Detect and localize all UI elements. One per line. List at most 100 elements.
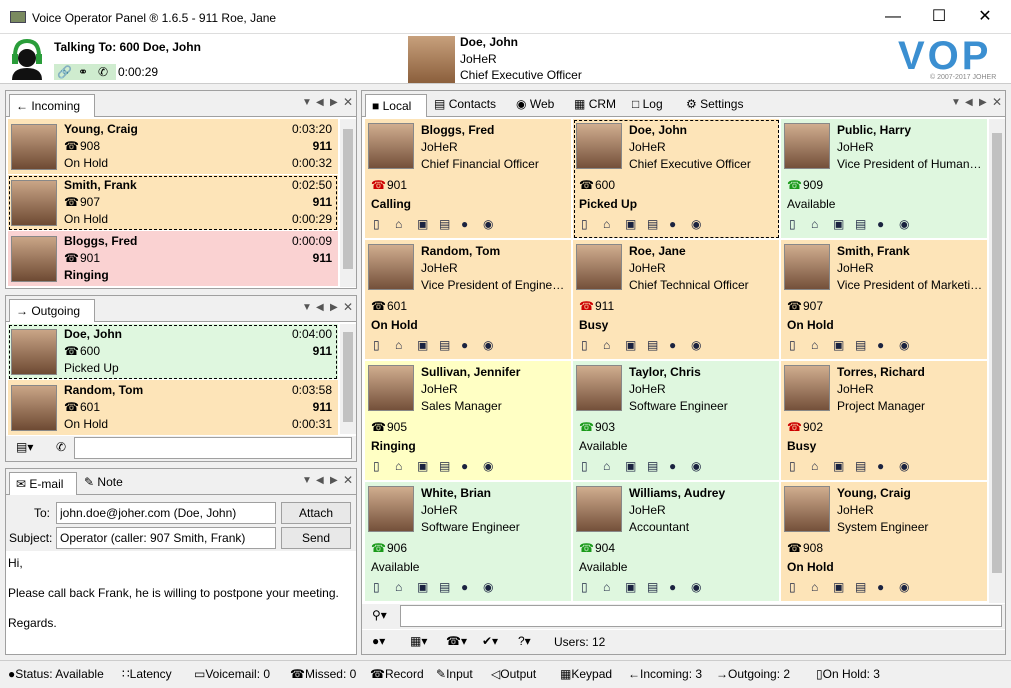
- globe-icon[interactable]: ◉: [691, 459, 702, 473]
- tab-crm[interactable]: ▦ CRM: [574, 97, 616, 111]
- grid-scrollbar[interactable]: [989, 119, 1005, 603]
- call-item[interactable]: Smith, Frank ☎ 907 On Hold 0:02:50 911 0:00:29: [8, 175, 338, 231]
- globe-icon[interactable]: ◉: [483, 459, 494, 473]
- home-icon[interactable]: ⌂: [603, 580, 611, 594]
- card-icon[interactable]: ▤: [439, 459, 451, 473]
- picture-icon[interactable]: ▣: [625, 217, 637, 231]
- dial-phone-icon[interactable]: ✆: [56, 440, 67, 454]
- outgoing-scrollbar[interactable]: [340, 324, 356, 434]
- card-icon[interactable]: ▤: [855, 217, 867, 231]
- scroll-left-icon[interactable]: ◀: [965, 97, 973, 108]
- minimize-button[interactable]: —: [885, 8, 901, 25]
- incoming-scrollbar[interactable]: [340, 119, 356, 287]
- person-icon[interactable]: ●: [669, 338, 677, 352]
- person-icon[interactable]: ●: [877, 580, 885, 594]
- scroll-left-icon[interactable]: ◀: [316, 475, 324, 486]
- layout-icon[interactable]: ▦▾: [410, 634, 428, 648]
- status-item[interactable]: ▦ Keypad: [560, 667, 612, 681]
- card-icon[interactable]: ▤: [647, 338, 659, 352]
- email-body[interactable]: Hi, Please call back Frank, he is willin…: [6, 553, 356, 654]
- close-panel-icon[interactable]: ✕: [343, 300, 354, 314]
- person-icon[interactable]: ●: [461, 217, 469, 231]
- contact-card[interactable]: Young, Craig JoHeR System Engineer ☎ 908 On H…: [781, 482, 988, 602]
- contact-card[interactable]: Torres, Richard JoHeR Project Manager ☎ 902 B…: [781, 361, 988, 481]
- contact-card[interactable]: Williams, Audrey JoHeR Accountant ☎ 904 Avail…: [573, 482, 780, 602]
- mobile-icon[interactable]: ▯: [789, 459, 796, 473]
- scroll-right-icon[interactable]: ▶: [330, 97, 338, 108]
- status-item[interactable]: ∷ Latency: [122, 667, 172, 681]
- mobile-icon[interactable]: ▯: [581, 338, 588, 352]
- contact-card[interactable]: Random, Tom JoHeR Vice President of Engine…: [365, 240, 572, 360]
- phone-filter-icon[interactable]: ☎▾: [446, 634, 467, 648]
- card-icon[interactable]: ▤: [855, 580, 867, 594]
- card-icon[interactable]: ▤: [647, 580, 659, 594]
- picture-icon[interactable]: ▣: [625, 580, 637, 594]
- picture-icon[interactable]: ▣: [833, 217, 845, 231]
- mobile-icon[interactable]: ▯: [373, 459, 380, 473]
- close-button[interactable]: ✕: [978, 8, 992, 25]
- picture-icon[interactable]: ▣: [625, 459, 637, 473]
- call-item[interactable]: Random, Tom ☎ 601 On Hold 0:03:58 911 0:00:31: [8, 380, 338, 436]
- status-item[interactable]: ● Status: Available: [8, 667, 104, 681]
- scroll-thumb[interactable]: [343, 332, 353, 422]
- home-icon[interactable]: ⌂: [603, 338, 611, 352]
- picture-icon[interactable]: ▣: [417, 580, 429, 594]
- mobile-icon[interactable]: ▯: [581, 580, 588, 594]
- tab-settings[interactable]: ⚙ Settings: [686, 97, 743, 111]
- mobile-icon[interactable]: ▯: [373, 217, 380, 231]
- status-item[interactable]: → Outgoing: 2: [716, 667, 790, 681]
- tab-incoming[interactable]: ← Incoming: [9, 94, 95, 117]
- mobile-icon[interactable]: ▯: [373, 338, 380, 352]
- card-icon[interactable]: ▤: [855, 338, 867, 352]
- close-panel-icon[interactable]: ✕: [343, 473, 354, 487]
- tab-contacts[interactable]: ▤ Contacts: [434, 97, 496, 111]
- picture-icon[interactable]: ▣: [833, 459, 845, 473]
- send-button[interactable]: Send: [281, 527, 351, 549]
- home-icon[interactable]: ⌂: [811, 217, 819, 231]
- search-icon[interactable]: ⚲▾: [372, 608, 387, 622]
- contact-card[interactable]: Smith, Frank JoHeR Vice President of Marke…: [781, 240, 988, 360]
- mobile-icon[interactable]: ▯: [373, 580, 380, 594]
- panel-menu-icon[interactable]: ▼: [302, 302, 312, 313]
- call-item[interactable]: Doe, John ☎ 600 Picked Up 0:04:00 911: [8, 324, 338, 380]
- scroll-thumb[interactable]: [343, 129, 353, 269]
- tab-local[interactable]: ■ Local: [365, 94, 427, 117]
- headset-icon[interactable]: ⚭: [78, 65, 89, 79]
- close-panel-icon[interactable]: ✕: [992, 95, 1003, 109]
- card-icon[interactable]: ▤: [439, 338, 451, 352]
- person-icon[interactable]: ●: [877, 459, 885, 473]
- home-icon[interactable]: ⌂: [811, 580, 819, 594]
- status-item[interactable]: ✎ Input: [436, 667, 473, 681]
- contacts-dropdown-icon[interactable]: ▤▾: [16, 440, 34, 454]
- mobile-icon[interactable]: ▯: [789, 580, 796, 594]
- contact-card[interactable]: Public, Harry JoHeR Vice President of Huma…: [781, 119, 988, 239]
- checkmark-filter-icon[interactable]: ✔▾: [482, 634, 499, 648]
- maximize-button[interactable]: ☐: [931, 8, 947, 25]
- home-icon[interactable]: ⌂: [395, 459, 403, 473]
- panel-menu-icon[interactable]: ▼: [302, 475, 312, 486]
- scroll-left-icon[interactable]: ◀: [316, 97, 324, 108]
- person-icon[interactable]: ●: [669, 580, 677, 594]
- panel-menu-icon[interactable]: ▼: [302, 97, 312, 108]
- panel-menu-icon[interactable]: ▼: [951, 97, 961, 108]
- tab-log[interactable]: □ Log: [632, 97, 663, 111]
- picture-icon[interactable]: ▣: [417, 459, 429, 473]
- globe-icon[interactable]: ◉: [899, 580, 910, 594]
- link-icon[interactable]: 🔗: [57, 65, 72, 79]
- globe-icon[interactable]: ◉: [691, 338, 702, 352]
- contact-card[interactable]: Doe, John JoHeR Chief Executive Officer ☎ 60…: [573, 119, 780, 239]
- card-icon[interactable]: ▤: [439, 580, 451, 594]
- status-item[interactable]: ← Incoming: 3: [628, 667, 702, 681]
- help-icon[interactable]: ?▾: [518, 634, 531, 648]
- home-icon[interactable]: ⌂: [811, 459, 819, 473]
- person-icon[interactable]: ●: [461, 338, 469, 352]
- tab-note[interactable]: ✎ Note: [84, 475, 123, 489]
- status-item[interactable]: ▭ Voicemail: 0: [194, 667, 270, 681]
- status-item[interactable]: ▯ On Hold: 3: [816, 667, 880, 681]
- person-icon[interactable]: ●: [461, 580, 469, 594]
- phone-icon[interactable]: ✆: [98, 65, 109, 79]
- mobile-icon[interactable]: ▯: [789, 338, 796, 352]
- contact-card[interactable]: Roe, Jane JoHeR Chief Technical Officer ☎ 91…: [573, 240, 780, 360]
- globe-icon[interactable]: ◉: [899, 338, 910, 352]
- card-icon[interactable]: ▤: [855, 459, 867, 473]
